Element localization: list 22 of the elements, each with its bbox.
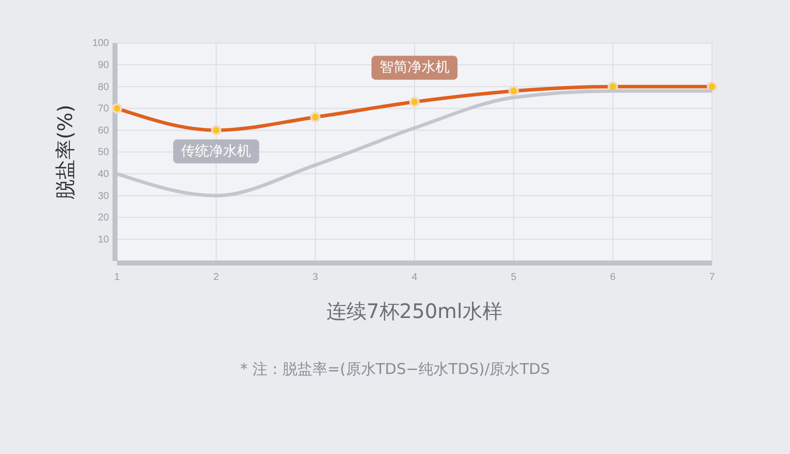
text: 传统净水机 (181, 143, 252, 160)
x-tick-label: 4 (412, 272, 418, 284)
x-axis-title: 连续7杯250ml水样 (326, 299, 502, 323)
y-tick-label: 30 (98, 190, 110, 202)
y-tick-label: 40 (98, 169, 110, 180)
y-tick-label: 90 (98, 60, 110, 71)
y-tick-label: 50 (98, 147, 110, 158)
y-tick-label: 80 (98, 82, 110, 93)
y-tick-label: 10 (98, 234, 110, 246)
y-tick-label: 100 (92, 38, 110, 50)
series-label: 智简净水机 (380, 60, 450, 76)
y-axis-title: 脱盐率(%) (53, 104, 77, 200)
x-tick-label: 7 (709, 272, 716, 284)
y-tick-label: 60 (98, 125, 110, 136)
y-tick-label: 70 (98, 104, 110, 115)
y-tick-label: 20 (98, 212, 110, 224)
text: * 注：脱盐率=(原水TDS−纯水TDS)/原水TDS (240, 360, 550, 378)
x-tick-label: 3 (312, 272, 319, 284)
x-tick-label: 2 (213, 272, 220, 284)
x-tick-label: 5 (510, 272, 517, 284)
x-tick-label: 1 (114, 272, 120, 284)
x-tick-label: 6 (610, 272, 616, 284)
